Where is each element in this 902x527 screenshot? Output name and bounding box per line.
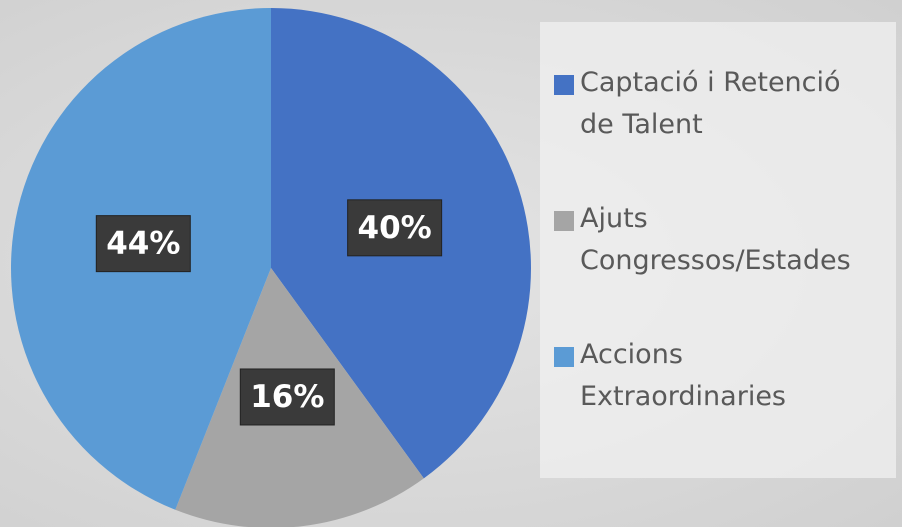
data-label: 40%	[358, 210, 432, 246]
chart: 40% 16% 44%	[10, 8, 531, 527]
data-label-group: 44%	[95, 215, 191, 273]
data-label: 44%	[106, 226, 180, 262]
legend-item: Ajuts Congressos/Estades	[554, 198, 896, 282]
data-label-box	[347, 199, 443, 257]
data-label-group: 40%	[347, 199, 443, 257]
legend: Captació i Retenció de Talent Ajuts Congr…	[540, 22, 896, 478]
data-label: 16%	[250, 379, 324, 415]
legend-label: Captació i Retenció de Talent	[580, 67, 841, 140]
legend-swatch	[554, 75, 574, 95]
legend-item: Accions Extraordinaries	[554, 334, 896, 418]
legend-item: Captació i Retenció de Talent	[554, 62, 896, 146]
legend-swatch	[554, 347, 574, 367]
legend-label: Ajuts Congressos/Estades	[580, 203, 851, 276]
legend-label: Accions Extraordinaries	[580, 339, 786, 412]
legend-swatch	[554, 211, 574, 231]
data-label-group: 16%	[239, 368, 335, 426]
data-label-box	[239, 368, 335, 426]
data-label-box	[95, 215, 191, 273]
